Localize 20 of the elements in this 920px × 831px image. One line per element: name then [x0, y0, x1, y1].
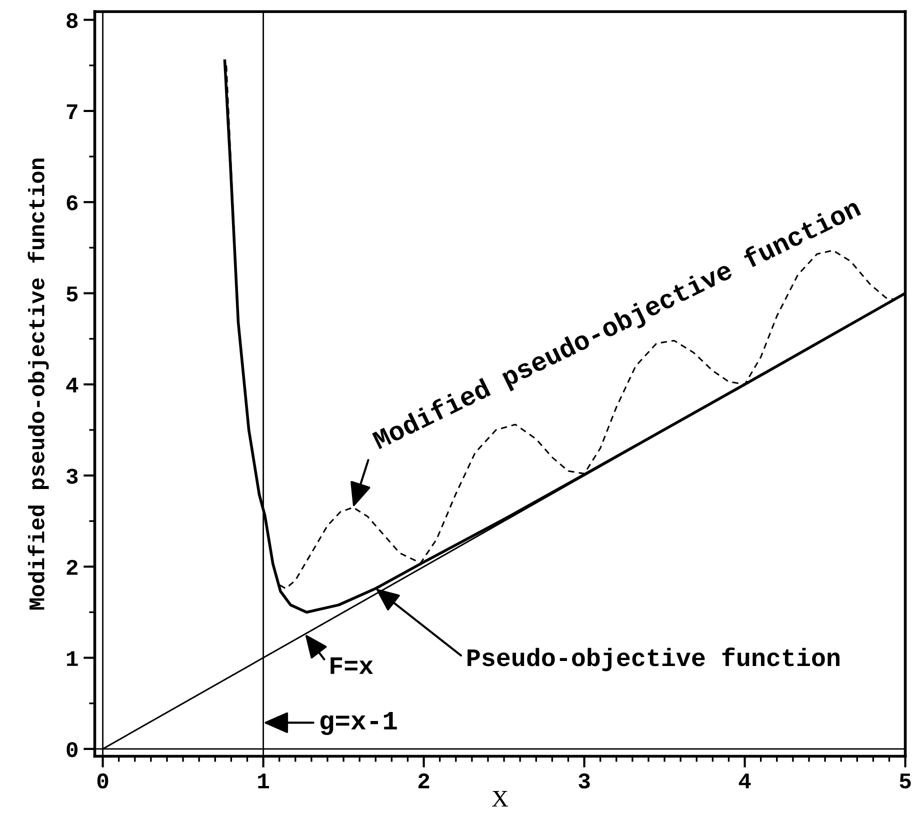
x-tick-label: 4 [738, 774, 751, 788]
x-tick-label: 3 [578, 773, 590, 789]
y-tick-label: 3 [66, 468, 78, 484]
x-tick-label: 0 [97, 773, 108, 789]
annotation: Pseudo-objective function [468, 648, 840, 672]
y-tick-label: 2 [66, 560, 78, 575]
y-tick-label: 6 [66, 195, 78, 210]
annotation: F=x [330, 657, 374, 674]
y-tick-label: 0 [66, 742, 78, 758]
y-axis-title: Modified pseudo-objective function [28, 158, 49, 610]
y-tick-label: 8 [66, 13, 78, 28]
x-tick-label: 2 [418, 773, 430, 788]
ref-line-label: g=x-1 [320, 712, 397, 736]
y-tick-label: 7 [66, 104, 78, 120]
x-tick-label: 5 [900, 774, 911, 789]
x-tick-label: 1 [258, 774, 270, 788]
y-tick-label: 1 [66, 651, 78, 666]
y-tick-label: 5 [66, 286, 78, 302]
y-tick-label: 4 [66, 378, 78, 392]
x-axis-title: X [492, 791, 508, 807]
